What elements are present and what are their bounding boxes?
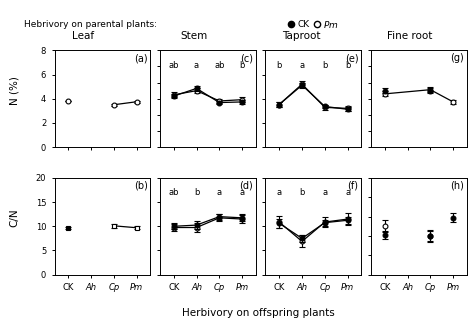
Text: Taproot: Taproot — [282, 31, 320, 41]
Text: (g): (g) — [450, 53, 464, 63]
Text: b: b — [239, 61, 245, 70]
Text: $\it{Pm}$: $\it{Pm}$ — [323, 19, 339, 30]
Text: b: b — [322, 61, 328, 70]
Text: ab: ab — [214, 61, 225, 70]
Text: (d): (d) — [239, 181, 253, 191]
Text: ab: ab — [168, 188, 179, 197]
Text: b: b — [345, 61, 350, 70]
Text: a: a — [194, 61, 199, 70]
Text: C/N: C/N — [9, 208, 19, 227]
Text: a: a — [322, 188, 328, 197]
Text: (c): (c) — [240, 53, 253, 63]
Text: (e): (e) — [345, 53, 358, 63]
Text: ab: ab — [168, 61, 179, 70]
Text: Leaf: Leaf — [72, 31, 94, 41]
Text: a: a — [217, 188, 222, 197]
Text: Hebrivory on parental plants:: Hebrivory on parental plants: — [24, 20, 157, 29]
Text: b: b — [300, 188, 305, 197]
Text: Stem: Stem — [181, 31, 208, 41]
Text: a: a — [300, 61, 305, 70]
Text: a: a — [345, 188, 350, 197]
Text: (f): (f) — [347, 181, 358, 191]
Text: CK: CK — [297, 20, 310, 29]
Text: b: b — [194, 188, 199, 197]
Text: b: b — [276, 61, 282, 70]
Text: Herbivory on offspring plants: Herbivory on offspring plants — [182, 308, 335, 318]
Text: a: a — [240, 188, 245, 197]
Text: (b): (b) — [134, 181, 147, 191]
Text: Fine root: Fine root — [387, 31, 433, 41]
Text: N (%): N (%) — [9, 77, 19, 105]
Text: a: a — [277, 188, 282, 197]
Text: (h): (h) — [450, 181, 464, 191]
Text: (a): (a) — [134, 53, 147, 63]
